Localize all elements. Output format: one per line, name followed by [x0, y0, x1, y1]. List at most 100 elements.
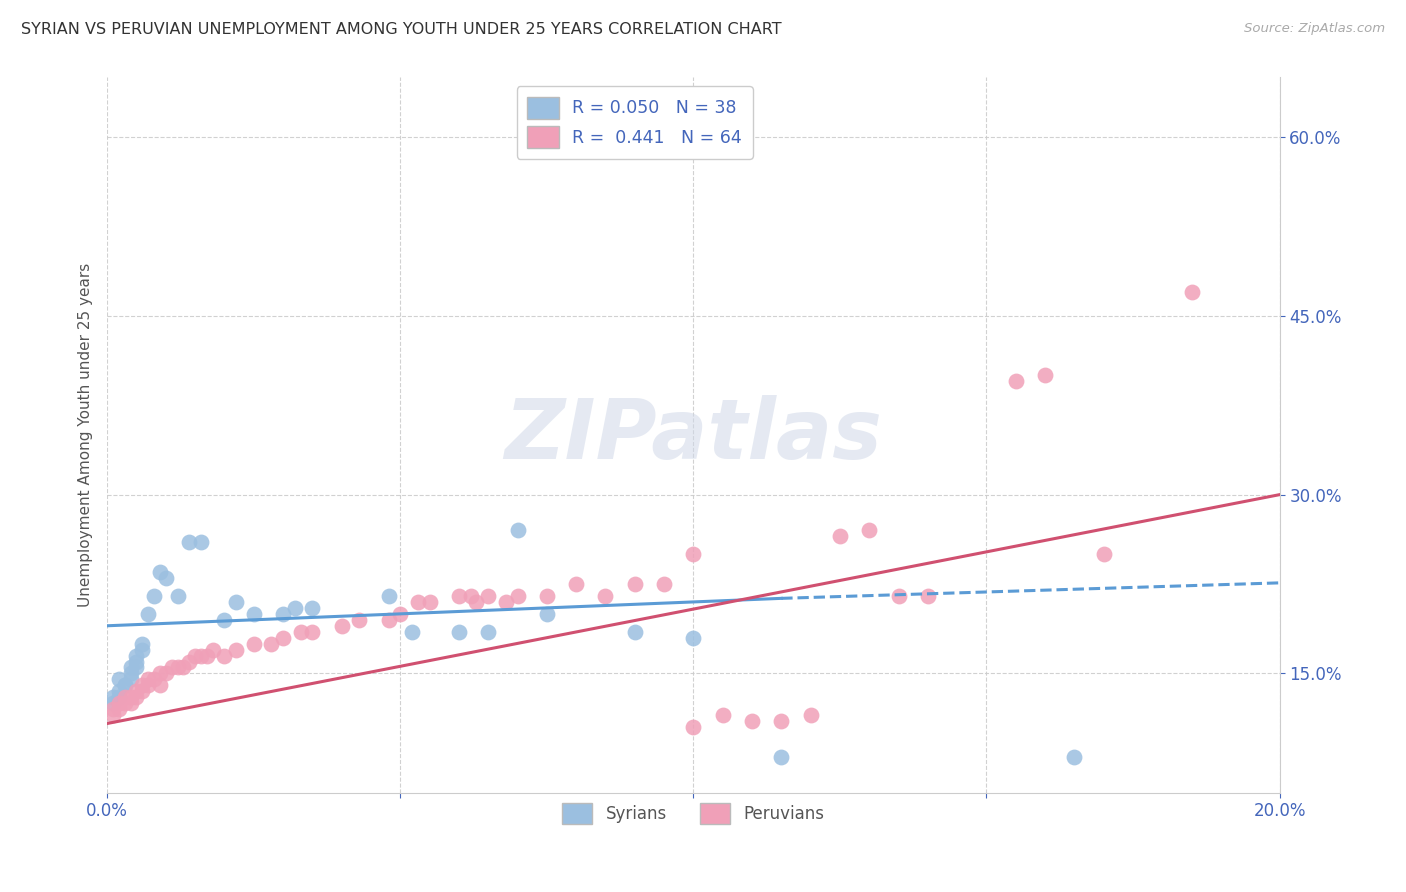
Point [125, 648, 148, 663]
Point [225, 642, 247, 657]
Point [465, 595, 488, 609]
Point [447, 624, 470, 639]
Point [136, 673, 159, 687]
Point [682, 720, 704, 734]
Point [131, 642, 153, 657]
Point [214, 648, 236, 663]
Point [120, 696, 142, 710]
Point [477, 589, 499, 603]
Point [419, 595, 441, 609]
Point [1033, 368, 1056, 383]
Point [506, 524, 529, 538]
Point [770, 750, 793, 764]
Point [108, 702, 131, 716]
Point [131, 678, 153, 692]
Point [108, 673, 131, 687]
Point [143, 589, 166, 603]
Point [1063, 750, 1085, 764]
Point [166, 589, 188, 603]
Point [887, 589, 910, 603]
Point [401, 624, 423, 639]
Point [770, 714, 793, 728]
Text: SYRIAN VS PERUVIAN UNEMPLOYMENT AMONG YOUTH UNDER 25 YEARS CORRELATION CHART: SYRIAN VS PERUVIAN UNEMPLOYMENT AMONG YO… [21, 22, 782, 37]
Point [460, 589, 482, 603]
Point [271, 631, 294, 645]
Legend: Syrians, Peruvians: Syrians, Peruvians [553, 793, 835, 834]
Point [149, 666, 172, 681]
Point [1181, 285, 1204, 299]
Point [242, 607, 264, 621]
Point [330, 619, 353, 633]
Point [114, 690, 136, 705]
Point [225, 595, 247, 609]
Point [242, 637, 264, 651]
Point [595, 589, 617, 603]
Point [125, 690, 148, 705]
Point [108, 690, 131, 705]
Point [290, 624, 312, 639]
Point [536, 589, 558, 603]
Point [179, 655, 201, 669]
Point [301, 624, 323, 639]
Point [201, 642, 224, 657]
Point [214, 613, 236, 627]
Point [179, 535, 201, 549]
Point [477, 624, 499, 639]
Point [114, 696, 136, 710]
Point [120, 666, 142, 681]
Point [623, 577, 645, 591]
Point [114, 678, 136, 692]
Point [160, 660, 183, 674]
Point [1004, 375, 1026, 389]
Point [652, 577, 675, 591]
Point [195, 648, 218, 663]
Point [143, 673, 166, 687]
Point [271, 607, 294, 621]
Point [120, 673, 142, 687]
Point [623, 624, 645, 639]
Point [800, 708, 823, 723]
Point [136, 607, 159, 621]
Y-axis label: Unemployment Among Youth under 25 years: Unemployment Among Youth under 25 years [79, 263, 93, 607]
Point [155, 666, 177, 681]
Point [377, 589, 399, 603]
Point [101, 696, 124, 710]
Point [101, 690, 124, 705]
Point [120, 660, 142, 674]
Point [495, 595, 517, 609]
Point [155, 571, 177, 585]
Point [190, 648, 212, 663]
Point [108, 696, 131, 710]
Point [1092, 547, 1115, 561]
Point [108, 684, 131, 698]
Point [858, 524, 880, 538]
Point [131, 684, 153, 698]
Point [114, 678, 136, 692]
Point [101, 708, 124, 723]
Point [565, 577, 588, 591]
Point [166, 660, 188, 674]
Text: ZIPatlas: ZIPatlas [505, 394, 883, 475]
Point [184, 648, 207, 663]
Point [260, 637, 283, 651]
Point [741, 714, 763, 728]
Point [125, 684, 148, 698]
Point [347, 613, 370, 627]
Point [136, 678, 159, 692]
Point [389, 607, 412, 621]
Point [828, 529, 851, 543]
Text: Source: ZipAtlas.com: Source: ZipAtlas.com [1244, 22, 1385, 36]
Point [190, 535, 212, 549]
Point [682, 631, 704, 645]
Point [149, 678, 172, 692]
Point [917, 589, 939, 603]
Point [406, 595, 429, 609]
Point [682, 547, 704, 561]
Point [301, 600, 323, 615]
Point [131, 637, 153, 651]
Point [284, 600, 307, 615]
Point [120, 690, 142, 705]
Point [149, 565, 172, 579]
Point [447, 589, 470, 603]
Point [125, 660, 148, 674]
